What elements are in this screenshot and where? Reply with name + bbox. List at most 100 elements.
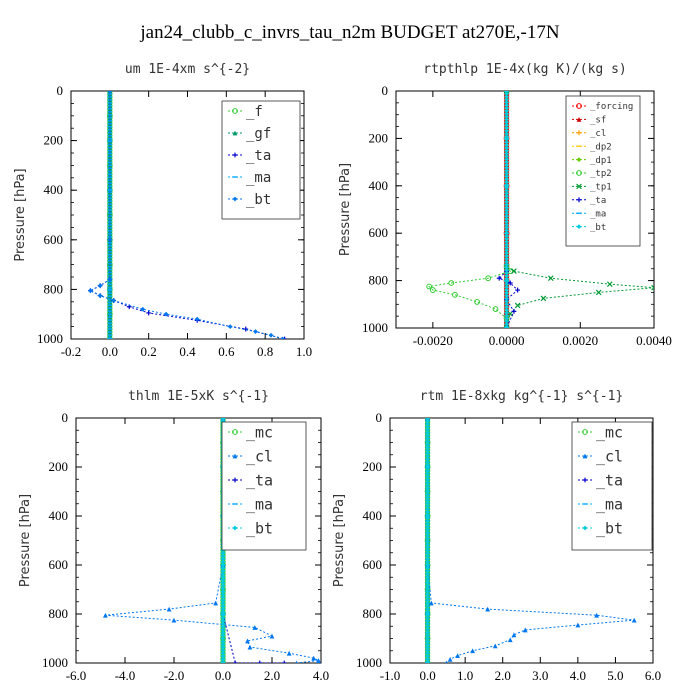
legend-label: _cl	[590, 129, 606, 139]
y-tick-label: 200	[44, 133, 64, 148]
data-point	[220, 609, 226, 615]
data-point	[425, 565, 430, 571]
data-point	[504, 117, 509, 122]
panel-title: thlm 1E-5xK s^{-1}	[128, 389, 269, 404]
data-point	[504, 191, 509, 196]
data-point	[504, 91, 509, 97]
data-point	[515, 287, 521, 293]
data-point	[220, 656, 226, 662]
legend-item-bt: _bt	[572, 223, 606, 233]
data-point	[425, 645, 430, 650]
legend-label: _bt	[596, 519, 623, 537]
data-point	[425, 456, 430, 462]
legend-marker	[232, 477, 238, 483]
y-axis-label: Pressure [hPa]	[338, 163, 353, 256]
data-point	[425, 433, 430, 438]
y-tick-label: 400	[369, 178, 389, 193]
data-point	[97, 293, 103, 298]
x-tick-label: -2.0	[164, 668, 185, 683]
y-tick-label: 800	[44, 281, 64, 296]
data-point	[504, 324, 509, 328]
data-point	[268, 332, 274, 338]
x-tick-label: 4.0	[313, 668, 329, 683]
legend-label: _dp2	[590, 142, 612, 152]
data-point	[504, 165, 509, 170]
data-point	[425, 571, 430, 577]
legend-label: _ma	[246, 170, 271, 186]
series-tp2	[426, 91, 514, 328]
legend-marker	[576, 224, 582, 229]
data-point	[220, 630, 226, 635]
data-point	[232, 660, 238, 663]
data-point	[504, 208, 509, 213]
y-tick-label: 600	[49, 557, 69, 572]
data-point	[425, 633, 430, 638]
legend-label: _ma	[590, 209, 606, 219]
legend-item-ma: _ma	[228, 495, 273, 513]
data-point	[511, 268, 517, 274]
data-point	[425, 642, 430, 647]
plot-area	[426, 91, 654, 328]
data-point	[504, 248, 509, 253]
legend-item-gf: _gf	[228, 126, 271, 142]
y-tick-label: 600	[369, 225, 389, 240]
legend-label: _ma	[246, 495, 273, 513]
data-point	[425, 486, 430, 491]
data-point	[575, 622, 581, 628]
x-tick-label: 6.0	[645, 668, 661, 683]
data-point	[504, 276, 509, 281]
legend-item-bt: _bt	[228, 519, 273, 537]
legend-marker	[576, 197, 582, 203]
series-line	[89, 91, 283, 339]
legend-item-mc: _mc	[228, 423, 273, 441]
data-point	[504, 188, 509, 193]
x-tick-label: -0.0020	[413, 333, 453, 348]
data-point	[425, 506, 430, 512]
data-point	[171, 617, 177, 623]
data-point	[425, 421, 430, 427]
legend-label: _bt	[590, 223, 606, 233]
data-point	[220, 624, 226, 629]
y-tick-label: 0	[62, 410, 69, 425]
data-point	[425, 530, 430, 535]
data-point	[252, 625, 258, 630]
data-point	[504, 319, 509, 324]
data-point	[220, 568, 226, 574]
data-point	[651, 284, 654, 291]
data-point	[280, 336, 286, 339]
data-point	[111, 298, 117, 303]
legend-marker	[576, 157, 582, 162]
data-point	[547, 275, 554, 282]
data-point	[311, 655, 317, 661]
x-tick-label: 5.0	[607, 668, 623, 683]
data-point	[492, 643, 498, 649]
y-tick-label: 1000	[362, 320, 388, 335]
series-bt	[88, 91, 286, 339]
data-point	[425, 445, 430, 450]
data-point	[474, 299, 480, 305]
series-bt	[504, 91, 509, 328]
data-point	[504, 282, 509, 287]
data-point	[220, 618, 226, 624]
data-point	[504, 239, 509, 244]
legend-label: _bt	[246, 519, 273, 537]
legend-marker	[232, 525, 238, 531]
data-point	[425, 648, 430, 653]
data-point	[504, 287, 509, 293]
x-tick-label: 1.0	[457, 668, 473, 683]
legend-item-ta: _ta	[228, 471, 273, 489]
legend-label: _ta	[596, 471, 623, 489]
data-point	[220, 603, 226, 609]
data-point	[425, 542, 430, 547]
data-point	[504, 120, 509, 125]
legend-label: _f	[246, 104, 263, 120]
legend-label: _ta	[590, 196, 606, 206]
data-point	[455, 653, 461, 659]
legend-label: _cl	[246, 447, 273, 465]
legend-item-ta: _ta	[578, 471, 623, 489]
data-point	[247, 644, 253, 650]
data-point	[425, 465, 430, 471]
data-point	[220, 574, 226, 579]
data-point	[425, 574, 430, 579]
data-point	[425, 436, 430, 441]
